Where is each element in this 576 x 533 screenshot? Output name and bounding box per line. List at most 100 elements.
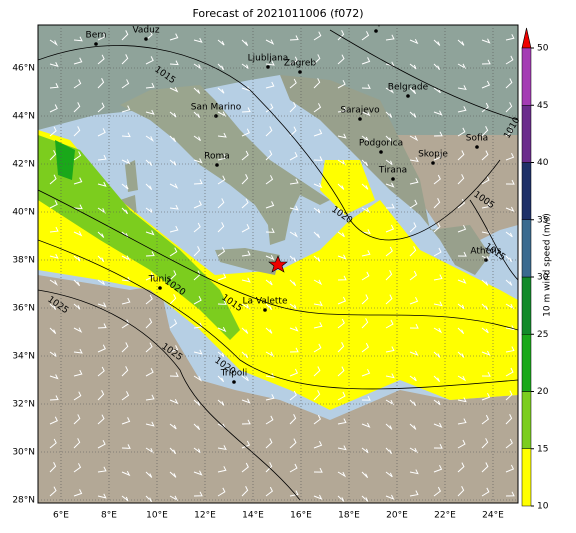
barb xyxy=(409,270,417,281)
city-label: Tunis xyxy=(148,275,172,285)
barb xyxy=(457,127,466,137)
lon-label: 24°E xyxy=(482,511,504,521)
barb xyxy=(73,126,81,137)
barb xyxy=(289,102,297,113)
barb xyxy=(73,255,81,262)
barb xyxy=(385,34,395,41)
barb xyxy=(49,174,57,185)
barb xyxy=(145,109,155,115)
barb xyxy=(313,156,323,161)
barb xyxy=(481,59,491,65)
barb xyxy=(433,399,441,406)
barb xyxy=(409,296,419,305)
barb xyxy=(265,103,274,113)
barb xyxy=(73,414,81,425)
wind-15 xyxy=(320,160,375,215)
barb xyxy=(217,132,227,138)
colorbar-tick-label: 40 xyxy=(537,158,549,168)
barb xyxy=(337,133,347,139)
barb xyxy=(457,39,465,46)
barb xyxy=(241,63,249,70)
barb xyxy=(409,178,419,185)
barb xyxy=(121,495,129,502)
barb xyxy=(49,327,57,334)
barb xyxy=(457,150,465,161)
barb xyxy=(121,54,129,65)
barb xyxy=(433,152,443,161)
barb xyxy=(241,223,250,233)
barb xyxy=(241,174,249,185)
barb xyxy=(121,391,130,401)
barb xyxy=(265,60,275,66)
barb xyxy=(73,57,83,65)
barb xyxy=(145,82,155,89)
barb xyxy=(505,34,515,41)
barb xyxy=(73,489,83,497)
barb xyxy=(313,207,321,214)
barb xyxy=(361,31,370,41)
barb xyxy=(145,207,153,214)
barb xyxy=(97,302,107,308)
barb xyxy=(49,104,58,113)
barb xyxy=(193,222,201,233)
barb xyxy=(337,391,346,401)
barb xyxy=(361,229,371,234)
barb xyxy=(313,129,323,137)
barb xyxy=(265,327,273,334)
barb xyxy=(337,106,347,113)
barb xyxy=(265,175,274,185)
barb xyxy=(193,375,203,382)
lat-label: 40°N xyxy=(12,208,35,218)
barb xyxy=(457,303,465,310)
barb xyxy=(49,279,58,286)
lon-label: 18°E xyxy=(338,511,360,521)
barb xyxy=(505,279,513,286)
colorbar-tick-label: 10 xyxy=(537,502,549,512)
barb xyxy=(457,375,467,382)
barb xyxy=(457,278,467,284)
barb xyxy=(169,183,179,189)
barb xyxy=(241,107,251,113)
barb xyxy=(265,303,273,311)
barb xyxy=(313,301,323,306)
barb xyxy=(409,375,417,382)
barb xyxy=(505,78,513,89)
lon-label: 14°E xyxy=(242,511,264,521)
barb xyxy=(169,447,177,455)
colorbar-tick-label: 25 xyxy=(537,330,548,340)
barb xyxy=(73,327,83,333)
barb xyxy=(217,111,227,117)
wind-15 xyxy=(38,130,518,410)
barb xyxy=(193,87,201,94)
barb xyxy=(217,326,227,333)
city-dot xyxy=(266,65,270,69)
barb xyxy=(193,246,201,257)
lat-label: 28°N xyxy=(12,496,35,506)
colorbar-extend xyxy=(521,27,532,49)
barb xyxy=(97,344,106,353)
barb xyxy=(73,279,81,287)
barb xyxy=(169,345,179,353)
barb xyxy=(361,250,371,257)
colorbar-tick-label: 45 xyxy=(537,101,548,111)
barb xyxy=(169,135,177,143)
city-dot xyxy=(144,37,148,41)
barb xyxy=(481,371,491,377)
barb xyxy=(481,350,491,356)
barb xyxy=(409,199,418,209)
city-dot xyxy=(158,286,162,290)
barb xyxy=(265,201,275,209)
barb xyxy=(433,39,441,46)
barb xyxy=(169,204,179,210)
barb xyxy=(361,159,369,167)
barb xyxy=(241,398,251,404)
barb xyxy=(385,319,394,329)
barb xyxy=(265,126,273,137)
barb xyxy=(313,440,323,449)
barb xyxy=(481,202,491,209)
barb xyxy=(217,198,225,209)
barb xyxy=(481,303,489,311)
barb xyxy=(193,158,203,164)
colorbar-tick-label: 30 xyxy=(537,273,549,283)
colorbar-segment xyxy=(521,448,532,507)
